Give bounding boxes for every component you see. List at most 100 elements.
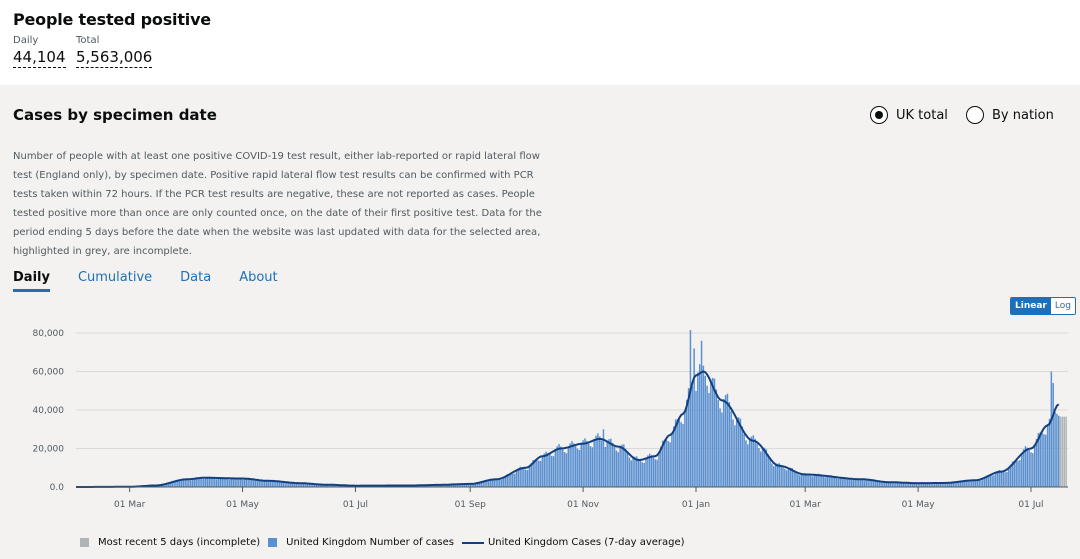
case-bar — [632, 457, 634, 487]
case-bar — [238, 478, 240, 487]
tab-cumulative[interactable]: Cumulative — [77, 270, 153, 285]
case-bar — [169, 482, 172, 487]
case-bar — [604, 447, 607, 487]
case-bar — [819, 474, 821, 487]
case-bar — [517, 468, 520, 487]
legend-item-incomplete: Most recent 5 days (incomplete) — [80, 537, 260, 548]
case-bar — [861, 480, 864, 487]
case-bar — [236, 478, 238, 487]
case-bar — [717, 400, 719, 487]
case-bar — [739, 418, 742, 487]
case-bar — [1058, 415, 1060, 487]
case-bar — [297, 482, 299, 487]
case-bar — [602, 429, 605, 487]
case-bar — [723, 399, 725, 487]
case-bar — [650, 455, 653, 487]
case-bar — [165, 483, 168, 487]
case-bar — [802, 473, 805, 487]
daily-metric: Daily 44,104 — [13, 35, 66, 68]
log-scale-button[interactable]: Log — [1050, 298, 1075, 314]
case-bar — [467, 483, 470, 487]
case-bar — [941, 483, 943, 487]
case-bar — [610, 438, 612, 487]
case-bar — [698, 364, 701, 487]
case-bar — [922, 482, 925, 487]
case-bar — [611, 442, 614, 487]
case-bar — [532, 460, 534, 487]
radio-uk-total[interactable]: UK total — [870, 106, 948, 124]
case-bar — [526, 470, 529, 487]
case-bar — [243, 478, 246, 487]
case-bar — [1015, 460, 1017, 487]
case-bar — [630, 460, 632, 487]
case-bar — [867, 479, 869, 487]
case-bar — [173, 481, 175, 487]
case-bar — [210, 477, 212, 487]
case-bar — [797, 474, 799, 487]
case-bar — [573, 443, 575, 487]
case-bar — [184, 478, 186, 487]
case-bar — [748, 438, 751, 487]
radio-by-nation[interactable]: By nation — [966, 106, 1054, 124]
case-bar — [1024, 446, 1027, 487]
legend-swatch-average — [461, 541, 484, 544]
case-bar — [919, 482, 921, 487]
case-bar — [835, 478, 838, 487]
case-bar — [989, 475, 992, 487]
case-bar — [621, 444, 623, 487]
tab-data[interactable]: Data — [180, 270, 212, 285]
case-bar — [787, 467, 790, 487]
case-bar — [304, 483, 307, 487]
radio-unchecked-icon[interactable] — [966, 106, 984, 124]
case-bar — [882, 481, 884, 487]
case-bar — [687, 388, 690, 487]
case-bar — [589, 446, 592, 487]
case-bar — [776, 463, 779, 487]
case-bar — [599, 436, 601, 487]
case-bar — [761, 447, 764, 487]
case-bar — [539, 460, 542, 487]
case-bar — [284, 481, 286, 487]
case-bar — [785, 470, 788, 487]
case-bar — [249, 478, 251, 487]
case-bar — [519, 466, 521, 487]
case-bar — [434, 485, 436, 487]
case-bar — [686, 399, 688, 487]
case-bar — [763, 447, 766, 487]
case-bar — [876, 481, 879, 487]
case-bar — [978, 480, 980, 487]
case-bar — [704, 375, 706, 487]
case-bar — [265, 481, 268, 487]
case-bar — [673, 426, 675, 487]
case-bar — [512, 473, 514, 487]
case-bar — [449, 484, 451, 487]
case-bar — [506, 474, 508, 487]
case-bar — [574, 446, 577, 487]
daily-value[interactable]: 44,104 — [13, 48, 66, 68]
total-value[interactable]: 5,563,006 — [76, 48, 153, 68]
case-bar — [647, 455, 649, 487]
case-bar — [1009, 464, 1012, 487]
cases-chart: 0.0 20,000 40,000 60,000 80,000 01 Mar 01 May 0… — [33, 329, 1068, 510]
case-bar — [289, 482, 292, 487]
case-bar — [258, 479, 260, 487]
case-bar — [1013, 460, 1016, 487]
case-bar — [613, 447, 616, 487]
linear-scale-button[interactable]: Linear — [1011, 298, 1051, 314]
case-bar — [967, 481, 969, 487]
tab-about[interactable]: About — [239, 270, 278, 285]
case-bar — [804, 472, 806, 487]
case-bar — [201, 478, 203, 487]
case-bar — [908, 482, 910, 487]
case-bar — [902, 483, 905, 487]
case-bar — [911, 483, 914, 487]
case-bar — [452, 484, 455, 487]
tab-daily[interactable]: Daily — [13, 270, 50, 292]
case-bar — [667, 441, 669, 487]
case-bar — [885, 482, 888, 487]
case-bar — [280, 482, 283, 487]
radio-checked-icon[interactable] — [870, 106, 888, 124]
case-bar — [528, 465, 531, 487]
case-bar — [521, 467, 523, 487]
y-tick-label: 40,000 — [33, 406, 65, 416]
